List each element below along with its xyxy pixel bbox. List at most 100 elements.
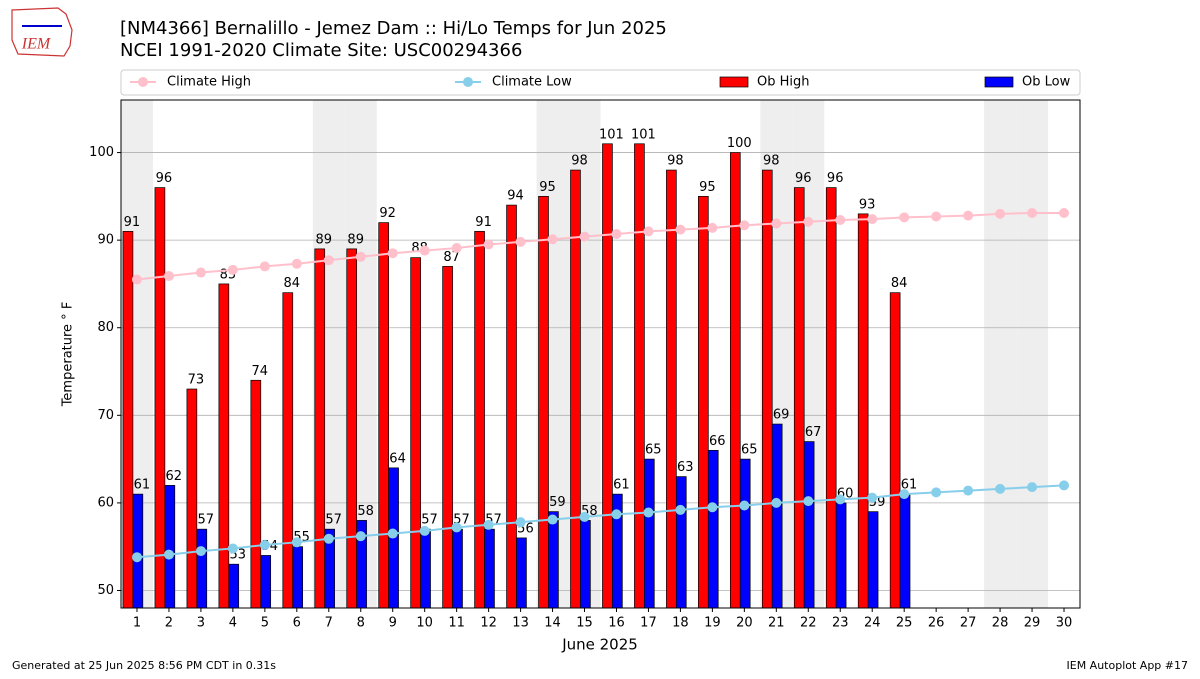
- line: [136, 484, 1065, 559]
- bar: [899, 493, 911, 609]
- x-tick-label: 2: [165, 616, 173, 631]
- bar: [164, 485, 176, 609]
- line-marker: [707, 502, 718, 513]
- line-marker: [547, 234, 558, 245]
- bar: [122, 231, 134, 609]
- line-marker: [675, 504, 686, 515]
- x-tick-label: 4: [229, 616, 237, 631]
- line-marker: [515, 236, 526, 247]
- y-tick-label: 80: [97, 320, 114, 335]
- bar: [474, 231, 485, 609]
- bar-value-label: 84: [891, 276, 908, 291]
- line-marker: [771, 497, 782, 508]
- bar: [186, 388, 198, 609]
- x-tick-label: 18: [672, 616, 689, 631]
- bar-value-label: 61: [134, 478, 151, 493]
- y-tick-label: 60: [97, 495, 114, 510]
- line-marker: [899, 212, 910, 223]
- x-tick-label: 5: [261, 616, 269, 631]
- bar: [729, 152, 741, 609]
- x-tick-label: 20: [736, 616, 753, 631]
- line-marker: [515, 517, 526, 528]
- bar: [346, 248, 358, 609]
- bar-value-label: 58: [357, 504, 374, 519]
- x-tick-label: 30: [1056, 616, 1073, 631]
- bar-value-label: 62: [166, 469, 183, 484]
- chart-title: [NM4366] Bernalillo - Jemez Dam :: Hi/Lo…: [120, 18, 667, 39]
- bar-value-label: 74: [252, 364, 269, 379]
- line-marker: [355, 531, 366, 542]
- y-tick-label: 70: [97, 408, 114, 423]
- bar-value-label: 63: [677, 460, 694, 475]
- bar: [410, 257, 421, 609]
- bar: [803, 441, 815, 609]
- line-marker: [867, 214, 878, 225]
- bar: [580, 520, 591, 609]
- y-tick-label: 50: [97, 583, 114, 598]
- x-tick-label: 11: [448, 616, 465, 631]
- bar-value-label: 98: [667, 154, 684, 169]
- legend-marker: [463, 77, 473, 87]
- logo: IEM: [11, 7, 73, 57]
- line-marker: [355, 251, 366, 262]
- line-marker: [291, 537, 302, 548]
- bar-value-label: 96: [795, 171, 812, 186]
- bar-value-label: 69: [773, 408, 790, 423]
- bar-value-label: 61: [901, 478, 918, 493]
- line-marker: [419, 245, 430, 256]
- x-tick-label: 26: [928, 616, 945, 631]
- bar: [452, 528, 463, 609]
- x-tick-label: 24: [864, 616, 881, 631]
- line-marker: [835, 494, 846, 505]
- bar-value-label: 96: [156, 171, 173, 186]
- bar: [666, 169, 677, 609]
- bar-value-label: 57: [198, 513, 215, 528]
- bar-value-label: 73: [188, 373, 205, 388]
- x-tick-label: 9: [389, 616, 397, 631]
- line-marker: [1027, 207, 1038, 218]
- x-tick-label: 15: [576, 616, 593, 631]
- line-marker: [451, 243, 462, 254]
- x-tick-label: 27: [960, 616, 977, 631]
- bar: [250, 379, 262, 609]
- bar: [675, 476, 687, 609]
- bar: [292, 546, 303, 609]
- bar-value-label: 66: [709, 434, 726, 449]
- line-marker: [771, 218, 782, 229]
- line-marker: [227, 264, 238, 275]
- line-marker: [259, 539, 270, 550]
- legend: [120, 69, 1081, 96]
- bar-value-label: 89: [315, 232, 332, 247]
- line-marker: [995, 208, 1006, 219]
- bar: [857, 213, 869, 609]
- bar: [154, 187, 166, 609]
- bar: [506, 204, 517, 609]
- bar-value-label: 87: [443, 250, 460, 265]
- legend-swatch: [984, 76, 1014, 88]
- line-marker: [419, 525, 430, 536]
- line-marker: [1027, 482, 1038, 493]
- x-axis-label: June 2025: [561, 636, 638, 654]
- bar: [707, 449, 719, 609]
- line-marker: [131, 552, 142, 563]
- x-tick-label: 6: [293, 616, 301, 631]
- bar-value-label: 95: [539, 180, 556, 195]
- line-marker: [131, 274, 142, 285]
- line-marker: [899, 489, 910, 500]
- line-marker: [483, 519, 494, 530]
- line-marker: [195, 546, 206, 557]
- line-marker: [611, 509, 622, 520]
- x-tick-label: 16: [608, 616, 625, 631]
- line-marker: [643, 226, 654, 237]
- line-marker: [323, 255, 334, 266]
- x-tick-label: 8: [357, 616, 365, 631]
- bar-value-label: 65: [645, 443, 662, 458]
- line-marker: [163, 271, 174, 282]
- line-marker: [195, 267, 206, 278]
- legend-marker: [138, 77, 148, 87]
- line-marker: [323, 533, 334, 544]
- line-marker: [643, 507, 654, 518]
- bar: [698, 195, 709, 609]
- bar-value-label: 98: [763, 154, 780, 169]
